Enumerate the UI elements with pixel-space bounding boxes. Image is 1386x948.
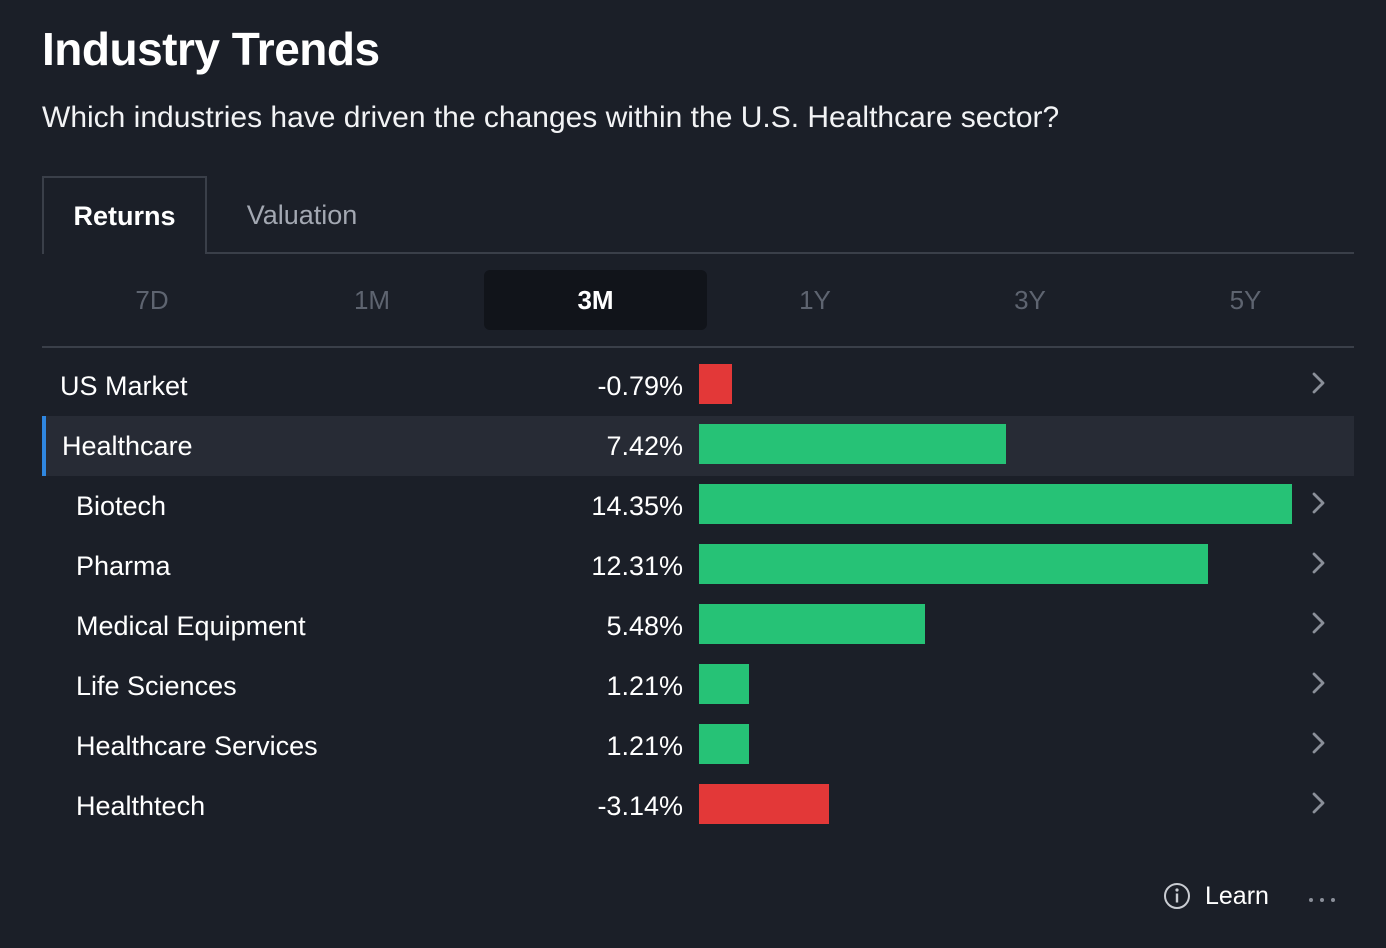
- period-selector: 7D 1M 3M 1Y 3Y 5Y: [42, 268, 1354, 348]
- industry-name: Healthtech: [76, 790, 206, 821]
- industry-return-value: 1.21%: [606, 670, 683, 701]
- industry-row[interactable]: Medical Equipment 5.48%: [42, 596, 1354, 656]
- industry-row[interactable]: Life Sciences 1.21%: [42, 656, 1354, 716]
- metric-tabs: Returns Valuation: [42, 176, 1354, 254]
- return-bar: [699, 424, 1006, 464]
- industry-name: Healthcare: [62, 430, 193, 461]
- industry-row[interactable]: Healthcare 7.42%: [42, 416, 1354, 476]
- industry-return-value: 7.42%: [606, 430, 683, 461]
- chevron-right-icon[interactable]: [1308, 731, 1330, 755]
- industry-name: US Market: [60, 370, 188, 401]
- chevron-right-icon[interactable]: [1308, 791, 1330, 815]
- chevron-right-icon[interactable]: [1308, 611, 1330, 635]
- return-bar: [699, 784, 829, 824]
- industry-return-value: -0.79%: [597, 370, 683, 401]
- return-bar: [699, 724, 749, 764]
- period-5y[interactable]: 5Y: [1229, 284, 1262, 315]
- industry-name: Pharma: [76, 550, 171, 581]
- learn-label: Learn: [1205, 881, 1269, 910]
- return-bar: [699, 544, 1208, 584]
- industry-row[interactable]: Pharma 12.31%: [42, 536, 1354, 596]
- return-bar: [699, 664, 749, 704]
- industry-return-value: 1.21%: [606, 730, 683, 761]
- period-7d[interactable]: 7D: [135, 284, 169, 315]
- industry-row[interactable]: Healthcare Services 1.21%: [42, 716, 1354, 776]
- industry-name: Healthcare Services: [76, 730, 318, 761]
- industry-return-value: -3.14%: [597, 790, 683, 821]
- industry-return-value: 12.31%: [591, 550, 683, 581]
- more-dots-icon[interactable]: [1306, 880, 1338, 910]
- industry-row[interactable]: Healthtech -3.14%: [42, 776, 1354, 836]
- industry-name: Biotech: [76, 490, 167, 521]
- page-title: Industry Trends: [42, 23, 380, 75]
- learn-button[interactable]: Learn: [1163, 878, 1269, 914]
- tab-returns[interactable]: Returns: [42, 176, 207, 254]
- return-bar: [699, 484, 1292, 524]
- industry-return-value: 14.35%: [591, 490, 683, 521]
- return-bar: [699, 604, 926, 644]
- industry-return-value: 5.48%: [606, 610, 683, 641]
- chevron-right-icon[interactable]: [1308, 371, 1330, 395]
- period-3y[interactable]: 3Y: [1014, 284, 1046, 315]
- period-1y[interactable]: 1Y: [799, 284, 831, 315]
- industry-name: Medical Equipment: [76, 610, 306, 641]
- tab-valuation[interactable]: Valuation: [246, 199, 358, 230]
- industry-name: Life Sciences: [76, 670, 237, 701]
- period-1m[interactable]: 1M: [353, 284, 391, 315]
- chevron-right-icon[interactable]: [1308, 671, 1330, 695]
- chevron-right-icon[interactable]: [1308, 491, 1330, 515]
- industry-row[interactable]: Biotech 14.35%: [42, 476, 1354, 536]
- industry-row[interactable]: US Market -0.79%: [42, 356, 1354, 416]
- period-3m[interactable]: 3M: [484, 270, 707, 330]
- page-subtitle: Which industries have driven the changes…: [42, 101, 1060, 134]
- info-icon: [1164, 883, 1190, 909]
- chevron-right-icon[interactable]: [1308, 551, 1330, 575]
- return-bar: [699, 364, 732, 404]
